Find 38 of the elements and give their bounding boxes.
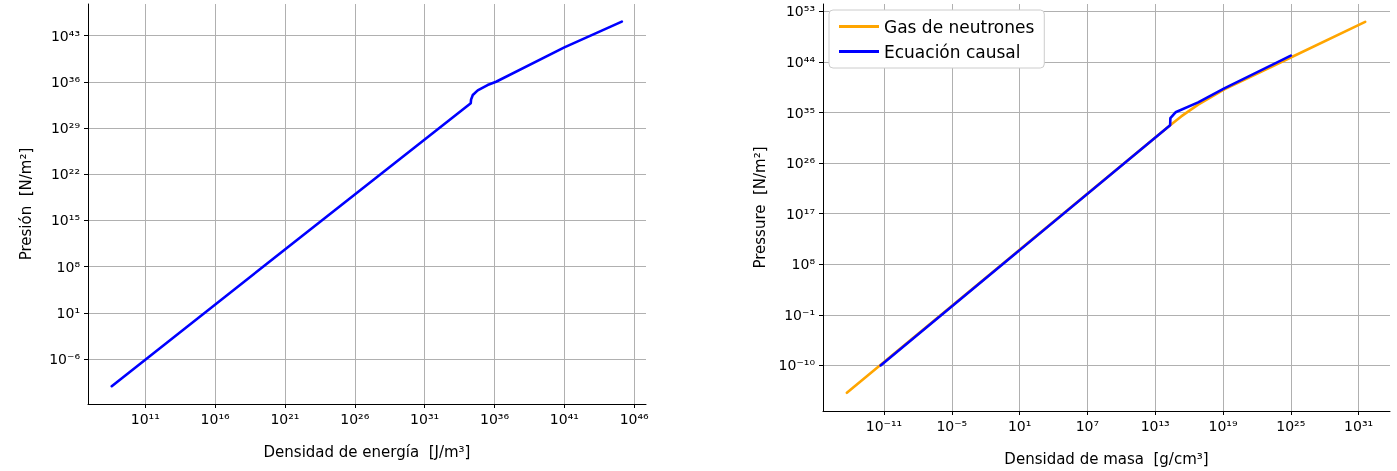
x-axis-title: Densidad de energía [J/m³] <box>263 442 471 461</box>
y-tick-label: 10³⁵ <box>785 104 815 121</box>
x-tick-label: 10⁻⁵ <box>936 418 968 434</box>
y-tick-label: 10³⁶ <box>50 73 81 90</box>
y-tick-label: 10²² <box>50 166 80 183</box>
x-tick-label: 10²⁶ <box>340 411 370 427</box>
y-tick-label: 10⁴⁴ <box>785 53 816 70</box>
y-axis-title: Pressure [N/m²] <box>751 146 770 269</box>
x-tick-label: 10⁴¹ <box>549 411 579 427</box>
x-tick-label: 10⁴⁶ <box>619 411 650 427</box>
y-tick-label: 10⁴³ <box>50 27 80 44</box>
y-tick-label: 10⁻¹⁰ <box>778 357 816 374</box>
x-tick-label: 10¹⁹ <box>1208 418 1238 434</box>
x-tick-label: 10⁷ <box>1075 418 1100 434</box>
x-axis-title: Densidad de masa [g/cm³] <box>1004 449 1209 468</box>
y-tick-label: 10¹⁵ <box>50 212 80 229</box>
y-tick-label: 10⁻¹ <box>784 306 815 323</box>
legend-label: Gas de neutrones <box>884 16 1035 37</box>
x-tick-label: 10³¹ <box>1344 418 1374 434</box>
x-tick-label: 10¹¹ <box>130 411 160 427</box>
x-tick-label: 10²¹ <box>270 411 300 427</box>
x-tick-label: 10³⁶ <box>479 411 510 427</box>
legend-label: Ecuación causal <box>884 41 1021 62</box>
x-tick-label: 10²⁵ <box>1276 418 1306 434</box>
x-tick-label: 10⁻¹¹ <box>865 418 903 434</box>
x-tick-label: 10¹ <box>1007 418 1032 434</box>
y-tick-label: 10⁸ <box>56 258 81 275</box>
y-tick-label: 10²⁶ <box>785 155 816 172</box>
x-tick-label: 10¹³ <box>1140 418 1170 434</box>
y-tick-label: 10¹⁷ <box>785 205 815 222</box>
y-tick-label: 10²⁹ <box>50 120 81 136</box>
x-tick-label: 10³¹ <box>410 411 440 427</box>
y-tick-label: 10⁵³ <box>785 3 815 20</box>
y-tick-label: 10⁸ <box>791 256 816 273</box>
y-axis-title: Presión [N/m²] <box>16 147 35 261</box>
y-tick-label: 10⁻⁶ <box>49 351 81 368</box>
x-tick-label: 10¹⁶ <box>200 411 230 427</box>
y-tick-label: 10¹ <box>56 304 80 321</box>
